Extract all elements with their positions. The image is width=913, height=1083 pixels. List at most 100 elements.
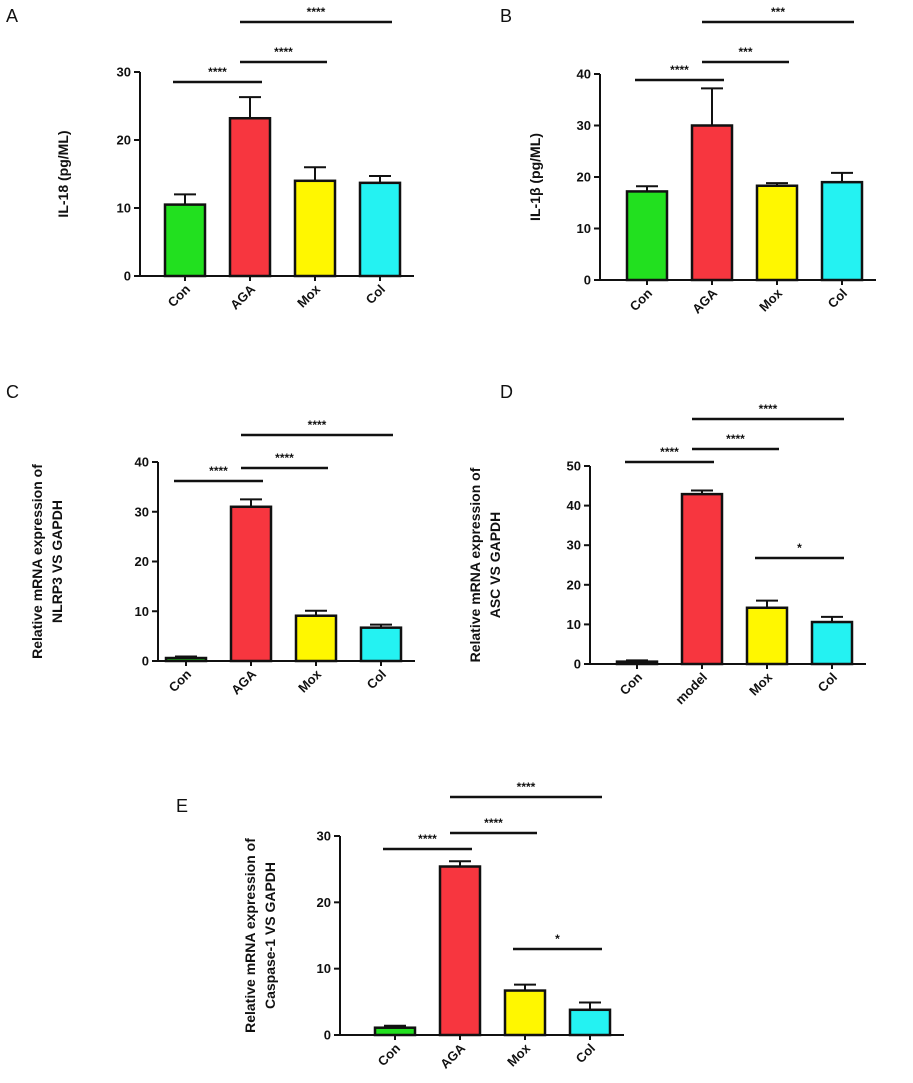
panel-letter: B xyxy=(500,6,512,26)
bar-mox xyxy=(503,989,547,1037)
significance-label: **** xyxy=(670,63,689,77)
y-tick-label: 40 xyxy=(135,455,149,470)
category-label: Con xyxy=(627,285,656,314)
significance-label: * xyxy=(555,932,560,946)
bar-model xyxy=(680,492,724,666)
bar-con xyxy=(615,660,659,666)
category-label: Mox xyxy=(295,666,325,696)
panel-e: E 0 10 20 30 Relative mRNA expression of Caspa… xyxy=(176,780,624,1072)
category-label: Con xyxy=(166,666,195,695)
panel-a: A 0 10 20 30 IL-18 (pg/ML) Con AGA Mox Col **** ***… xyxy=(6,5,414,313)
category-label: Con xyxy=(165,281,194,310)
significance-label: **** xyxy=(275,451,294,465)
y-tick-label: 20 xyxy=(317,895,331,910)
significance-label: **** xyxy=(208,65,227,79)
category-label: AGA xyxy=(689,285,720,316)
y-axis-label: IL-1β (pg/ML) xyxy=(527,133,543,221)
significance-label: **** xyxy=(484,816,503,830)
y-axis-label: Relative mRNA expression of xyxy=(467,467,483,662)
category-label: Col xyxy=(363,282,388,307)
significance-label: **** xyxy=(307,5,326,19)
y-axis-label: Relative mRNA expression of xyxy=(242,838,258,1033)
bar-con xyxy=(163,203,207,278)
y-tick-label: 20 xyxy=(135,554,149,569)
panel-letter: E xyxy=(176,796,188,816)
bar-col xyxy=(810,620,854,666)
y-tick-label: 30 xyxy=(135,504,149,519)
y-tick-label: 0 xyxy=(584,273,591,288)
category-label: Col xyxy=(815,670,840,695)
y-axis-label: Relative mRNA expression of xyxy=(29,464,45,659)
bar-con xyxy=(373,1026,417,1037)
y-tick-label: 20 xyxy=(577,170,591,185)
y-tick-label: 20 xyxy=(117,133,131,148)
y-tick-label: 50 xyxy=(567,459,581,474)
significance-label: **** xyxy=(418,832,437,846)
y-tick-label: 10 xyxy=(567,617,581,632)
panel-letter: C xyxy=(6,382,19,402)
significance-label: **** xyxy=(308,418,327,432)
significance-label: *** xyxy=(738,45,752,59)
y-tick-label: 30 xyxy=(117,65,131,80)
significance-label: **** xyxy=(517,780,536,794)
bar-con xyxy=(164,656,208,663)
y-tick-label: 30 xyxy=(567,538,581,553)
y-tick-label: 0 xyxy=(574,657,581,672)
y-axis-label: Caspase-1 VS GAPDH xyxy=(262,862,278,1009)
bar-col xyxy=(359,626,403,663)
significance-label: **** xyxy=(274,45,293,59)
y-tick-label: 10 xyxy=(135,604,149,619)
category-label: Con xyxy=(617,669,646,698)
y-tick-label: 10 xyxy=(577,221,591,236)
category-label: Con xyxy=(375,1040,404,1069)
y-tick-label: 10 xyxy=(317,961,331,976)
bar-aga xyxy=(438,865,482,1037)
panel-letter: D xyxy=(500,382,513,402)
category-label: model xyxy=(672,670,710,708)
bar-col xyxy=(358,181,402,278)
category-label: Col xyxy=(573,1041,598,1066)
bar-mox xyxy=(745,606,789,666)
y-tick-label: 40 xyxy=(577,67,591,82)
panel-letter: A xyxy=(6,6,18,26)
bar-mox xyxy=(293,179,337,278)
y-axis-label: IL-18 (pg/ML) xyxy=(55,130,71,217)
category-label: AGA xyxy=(437,1040,468,1071)
significance-label: * xyxy=(797,541,802,555)
bar-aga xyxy=(228,116,272,278)
y-axis-label: ASC VS GAPDH xyxy=(487,512,503,619)
category-label: Col xyxy=(825,286,850,311)
y-tick-label: 30 xyxy=(577,118,591,133)
category-label: Mox xyxy=(756,285,786,315)
y-tick-label: 0 xyxy=(142,654,149,669)
y-axis-label: NLRP3 VS GAPDH xyxy=(49,500,65,623)
y-tick-label: 0 xyxy=(324,1028,331,1043)
bar-aga xyxy=(229,505,273,663)
category-label: AGA xyxy=(228,666,259,697)
bar-con xyxy=(625,190,669,282)
y-tick-label: 40 xyxy=(567,498,581,513)
y-tick-label: 10 xyxy=(117,201,131,216)
bar-mox xyxy=(755,184,799,282)
significance-label: **** xyxy=(759,402,778,416)
category-label: AGA xyxy=(227,281,258,312)
category-label: Mox xyxy=(746,669,776,699)
panel-c: C 0 10 20 30 40 Relative mRNA expression of NLR… xyxy=(6,382,415,698)
significance-label: *** xyxy=(771,5,785,19)
category-label: Col xyxy=(364,667,389,692)
bar-aga xyxy=(690,124,734,282)
bar-col xyxy=(820,180,864,282)
significance-label: **** xyxy=(660,445,679,459)
y-tick-label: 0 xyxy=(124,269,131,284)
y-tick-label: 20 xyxy=(567,577,581,592)
y-tick-label: 30 xyxy=(317,829,331,844)
category-label: Mox xyxy=(294,281,324,311)
significance-label: **** xyxy=(209,464,228,478)
bar-mox xyxy=(294,614,338,663)
category-label: Mox xyxy=(504,1040,534,1070)
significance-label: **** xyxy=(726,432,745,446)
panel-d: D 0 10 20 30 40 50 Relative mRNA expression of A… xyxy=(467,382,866,707)
bar-col xyxy=(568,1008,612,1037)
